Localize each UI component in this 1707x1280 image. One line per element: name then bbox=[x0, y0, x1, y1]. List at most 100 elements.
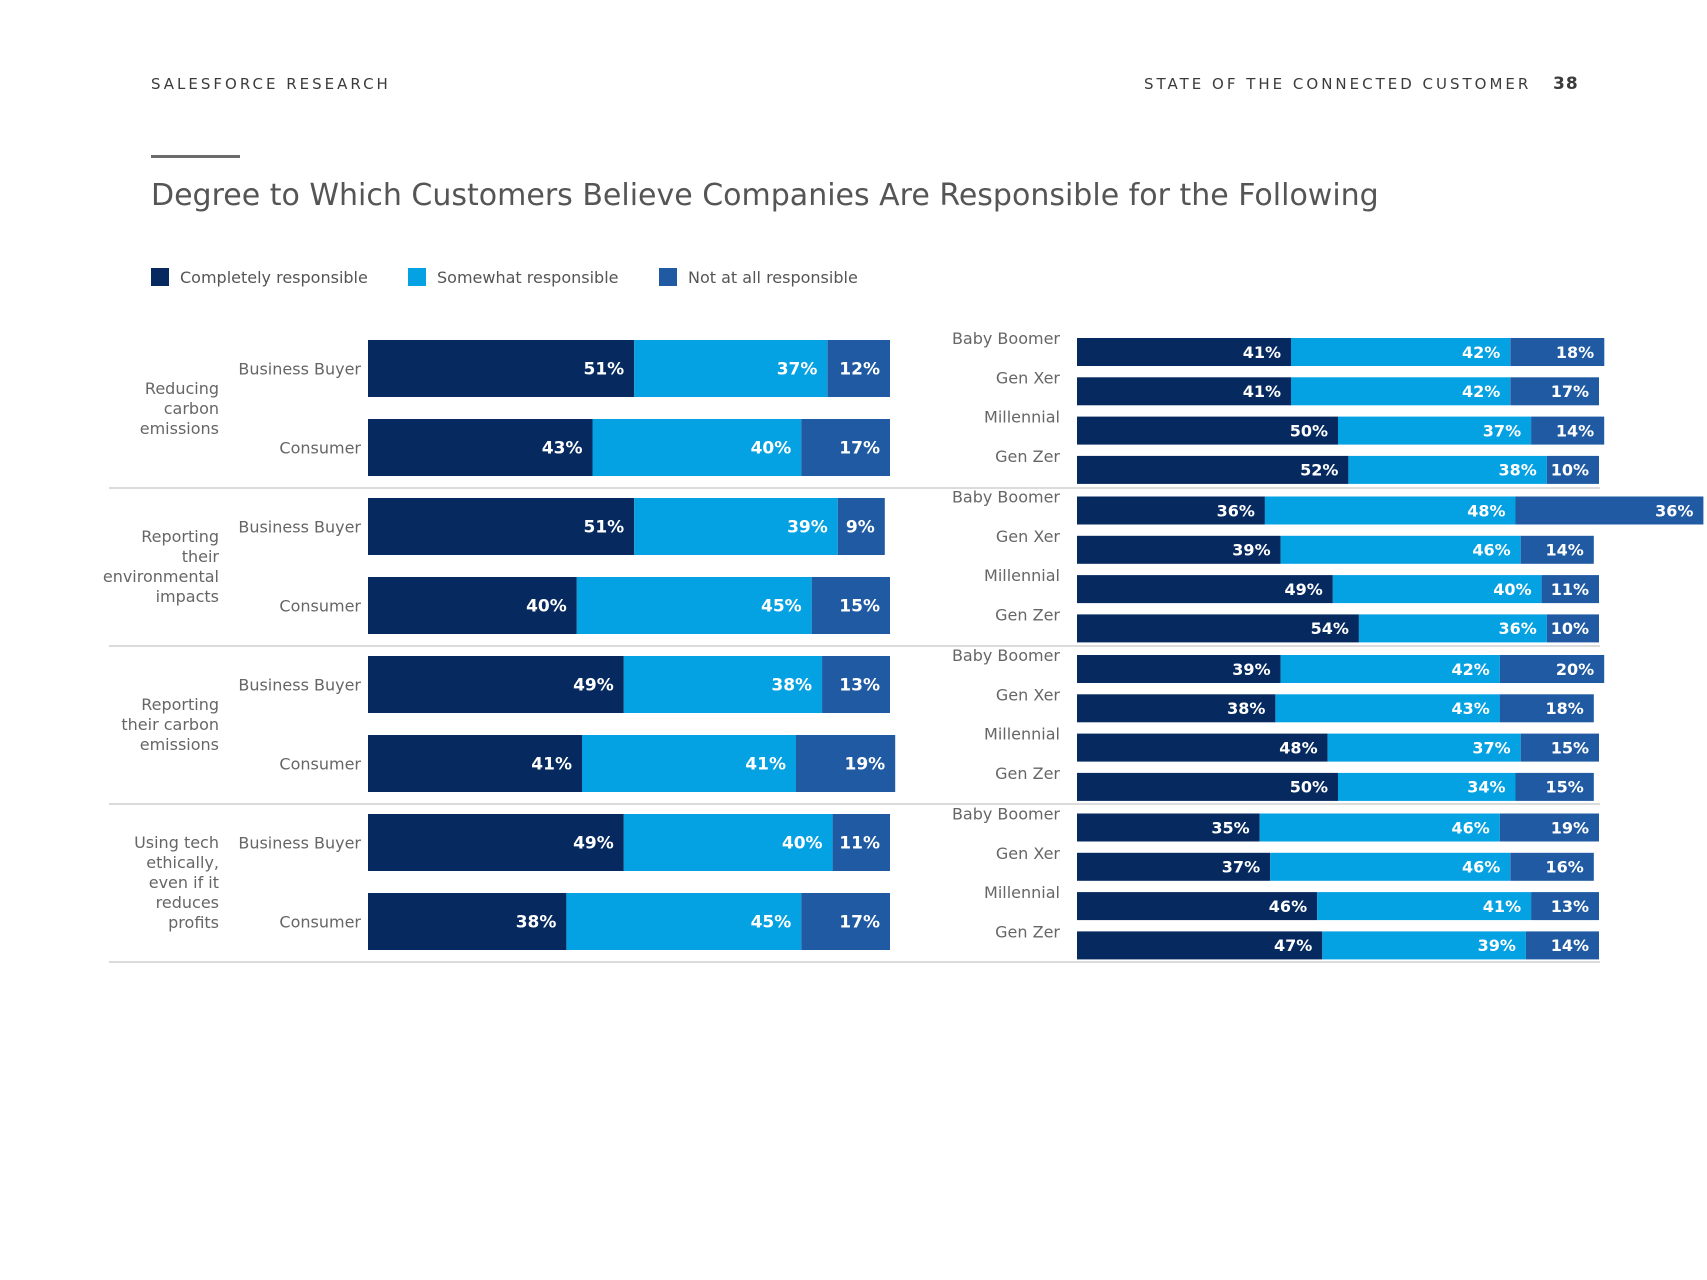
group-4-gen-label-1: Baby Boomer bbox=[952, 805, 1060, 824]
group-1-gen-label-2: Gen Xer bbox=[996, 368, 1061, 387]
group-1-role-2-bar-not-at-all bbox=[801, 419, 890, 476]
group-3-gen-2-bar-completely bbox=[1077, 694, 1276, 723]
group-2-gen-3-label-not-at-all: 11% bbox=[1551, 580, 1589, 599]
group-2-gen-4-label-somewhat: 36% bbox=[1499, 619, 1537, 638]
group-3-role-1-label-completely: 49% bbox=[573, 676, 614, 696]
group-3-gen-4-bar-not-at-all bbox=[1515, 772, 1594, 801]
legend-label-somewhat: Somewhat responsible bbox=[437, 267, 619, 287]
group-3-role-1-label-not-at-all: 13% bbox=[839, 676, 880, 696]
group-2-gen-1-bar-somewhat bbox=[1264, 496, 1516, 525]
group-3-role-2-label-not-at-all: 19% bbox=[844, 755, 885, 775]
group-1-role-1-bar-not-at-all bbox=[827, 340, 890, 397]
group-4-gen-1-label-somewhat: 46% bbox=[1452, 818, 1490, 837]
legend-item-not-at-all: Not at all responsible bbox=[659, 267, 858, 287]
group-4-gen-4-label-completely: 47% bbox=[1274, 936, 1312, 955]
group-1-gen-3-label-not-at-all: 14% bbox=[1556, 421, 1594, 440]
group-1-role-2-bar-completely bbox=[368, 419, 593, 476]
group-4-gen-4-bar-somewhat bbox=[1322, 931, 1526, 960]
group-2-gen-label-1: Baby Boomer bbox=[952, 488, 1060, 507]
group-4-role-2-bar-completely bbox=[368, 893, 567, 950]
group-4-gen-1-bar-somewhat bbox=[1259, 813, 1500, 842]
group-1-gen-4-label-not-at-all: 10% bbox=[1551, 461, 1589, 480]
group-2-gen-2-label-somewhat: 46% bbox=[1472, 541, 1510, 560]
group-4-gen-4-label-not-at-all: 14% bbox=[1551, 936, 1589, 955]
group-3-role-2-label-somewhat: 41% bbox=[745, 755, 786, 775]
group-4-gen-label-2: Gen Xer bbox=[996, 844, 1061, 863]
page-number: 38 bbox=[1553, 74, 1579, 94]
group-4-gen-4-bar-completely bbox=[1077, 931, 1323, 960]
group-2-role-1-bar-not-at-all bbox=[837, 498, 885, 555]
group-4-role-label-2: Consumer bbox=[279, 913, 361, 932]
group-3-gen-1-label-not-at-all: 20% bbox=[1556, 660, 1594, 679]
group-3-gen-label-3: Millennial bbox=[984, 725, 1060, 744]
group-3-role-1-bar-completely bbox=[368, 656, 624, 713]
group-3-role-1-label-somewhat: 38% bbox=[771, 676, 812, 696]
group-1-gen-4-bar-not-at-all bbox=[1546, 455, 1599, 484]
group-4-gen-2-label-completely: 37% bbox=[1222, 858, 1260, 877]
group-3-gen-3-label-completely: 48% bbox=[1279, 738, 1317, 757]
group-1-role-2-label-somewhat: 40% bbox=[751, 439, 792, 459]
group-4-role-1-bar-not-at-all bbox=[832, 814, 890, 871]
group-4-gen-label-3: Millennial bbox=[984, 883, 1060, 902]
group-4-gen-1-bar-completely bbox=[1077, 813, 1260, 842]
group-4-gen-1-label-not-at-all: 19% bbox=[1551, 818, 1589, 837]
group-1-role-2-bar-somewhat bbox=[592, 419, 802, 476]
group-4-gen-2-label-not-at-all: 16% bbox=[1546, 858, 1584, 877]
group-2-gen-1-label-not-at-all: 36% bbox=[1655, 501, 1693, 520]
group-4-gen-label-4: Gen Zer bbox=[995, 922, 1060, 941]
group-3-role-label-1: Business Buyer bbox=[238, 676, 361, 695]
group-2-gen-4-label-not-at-all: 10% bbox=[1551, 619, 1589, 638]
group-3-gen-3-bar-somewhat bbox=[1327, 733, 1521, 762]
group-2-gen-label-3: Millennial bbox=[984, 566, 1060, 585]
group-3-gen-1-bar-not-at-all bbox=[1499, 655, 1605, 683]
group-3-gen-2-label-not-at-all: 18% bbox=[1546, 699, 1584, 718]
group-3-role-1-bar-not-at-all bbox=[822, 656, 890, 713]
group-1-gen-2-bar-somewhat bbox=[1291, 377, 1511, 406]
group-1-gen-label-3: Millennial bbox=[984, 408, 1060, 427]
group-3-role-2-bar-completely bbox=[368, 735, 582, 792]
group-1-gen-4-bar-completely bbox=[1077, 455, 1349, 484]
group-4-role-label-1: Business Buyer bbox=[238, 834, 361, 853]
group-1-gen-4-label-somewhat: 38% bbox=[1499, 461, 1537, 480]
group-4-gen-4-label-somewhat: 39% bbox=[1478, 936, 1516, 955]
group-2-role-2-bar-somewhat bbox=[576, 577, 812, 634]
group-3-gen-label-2: Gen Xer bbox=[996, 685, 1061, 704]
group-2-gen-2-bar-not-at-all bbox=[1520, 535, 1594, 564]
group-1-role-label-2: Consumer bbox=[279, 439, 361, 458]
legend-label-not-at-all: Not at all responsible bbox=[688, 267, 858, 287]
legend-swatch-not-at-all bbox=[659, 268, 677, 286]
group-1-role-1-bar-completely bbox=[368, 340, 635, 397]
group-1-gen-2-bar-completely bbox=[1077, 377, 1291, 406]
group-2-role-1-label-somewhat: 39% bbox=[787, 518, 828, 538]
group-2-role-1-bar-somewhat bbox=[634, 498, 838, 555]
group-1-role-1-label-completely: 51% bbox=[583, 360, 624, 380]
group-4-gen-3-bar-somewhat bbox=[1317, 892, 1532, 921]
legend-label-completely: Completely responsible bbox=[180, 267, 368, 287]
group-4-role-2-label-completely: 38% bbox=[516, 913, 557, 933]
group-3-gen-1-label-somewhat: 42% bbox=[1452, 660, 1490, 679]
group-1-gen-3-bar-somewhat bbox=[1338, 416, 1532, 445]
group-3-gen-2-label-somewhat: 43% bbox=[1452, 699, 1490, 718]
group-3-gen-label-4: Gen Zer bbox=[995, 764, 1060, 783]
group-4-role-1-label-somewhat: 40% bbox=[782, 834, 823, 854]
header-right-label: STATE OF THE CONNECTED CUSTOMER bbox=[1144, 75, 1532, 93]
group-2-gen-4-bar-completely bbox=[1077, 614, 1359, 643]
group-2-gen-3-bar-completely bbox=[1077, 575, 1333, 604]
group-1-category-label: Reducing carbon emissions bbox=[140, 379, 219, 438]
group-1-gen-2-label-completely: 41% bbox=[1243, 382, 1281, 401]
group-3-gen-3-bar-not-at-all bbox=[1520, 733, 1599, 762]
group-1-gen-1-label-not-at-all: 18% bbox=[1556, 343, 1594, 362]
group-2-gen-4-bar-not-at-all bbox=[1546, 614, 1599, 643]
title-rule bbox=[151, 155, 240, 158]
group-2-gen-1-bar-not-at-all bbox=[1515, 496, 1704, 525]
group-4-role-2-label-somewhat: 45% bbox=[751, 913, 792, 933]
group-2-gen-1-label-completely: 36% bbox=[1217, 501, 1255, 520]
legend-item-somewhat: Somewhat responsible bbox=[408, 267, 618, 287]
group-4-gen-3-label-completely: 46% bbox=[1269, 897, 1307, 916]
group-2-category-label: Reporting their environmental impacts bbox=[103, 527, 220, 606]
group-4-gen-1-label-completely: 35% bbox=[1211, 818, 1249, 837]
group-1-role-2-label-not-at-all: 17% bbox=[839, 439, 880, 459]
group-2-gen-3-label-completely: 49% bbox=[1285, 580, 1323, 599]
group-2-gen-1-label-somewhat: 48% bbox=[1467, 501, 1505, 520]
